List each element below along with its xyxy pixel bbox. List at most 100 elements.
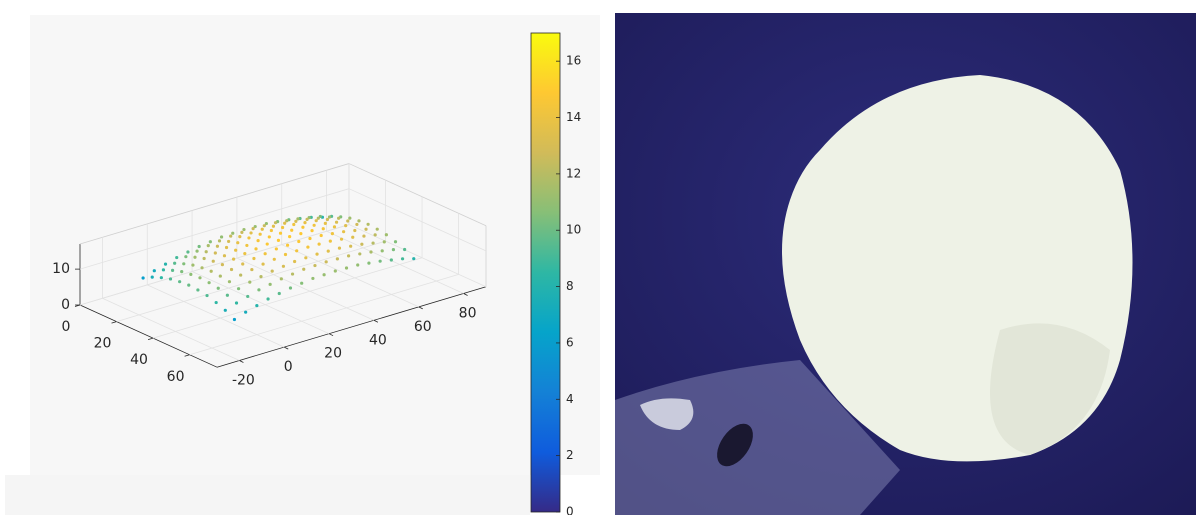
data-point xyxy=(232,258,235,261)
y-tick-label: 0 xyxy=(62,319,71,335)
data-point xyxy=(296,217,299,220)
data-point xyxy=(266,297,269,300)
data-point xyxy=(278,292,281,295)
data-point xyxy=(355,223,358,226)
data-point xyxy=(322,227,325,230)
data-point xyxy=(208,281,211,284)
data-point xyxy=(326,218,329,221)
data-point xyxy=(403,248,406,251)
data-point xyxy=(299,232,302,235)
data-point xyxy=(340,238,343,241)
data-point xyxy=(214,251,217,254)
data-point xyxy=(274,221,277,224)
data-point xyxy=(315,252,318,255)
data-point xyxy=(304,256,307,259)
data-point xyxy=(182,262,185,265)
data-point xyxy=(224,309,227,312)
data-point xyxy=(235,301,238,304)
data-point xyxy=(285,219,288,222)
data-point xyxy=(266,242,269,245)
data-point xyxy=(189,273,192,276)
data-point xyxy=(342,230,345,233)
data-point xyxy=(311,277,314,280)
data-point xyxy=(292,223,295,226)
data-point xyxy=(219,274,222,277)
colorbar-tick-label: 0 xyxy=(566,505,574,515)
data-point xyxy=(279,232,282,235)
data-point xyxy=(200,266,203,269)
data-point xyxy=(303,221,306,224)
colorbar-tick-label: 4 xyxy=(566,392,574,406)
data-point xyxy=(290,229,293,232)
data-point xyxy=(209,240,212,243)
data-point xyxy=(358,252,361,255)
data-point xyxy=(246,295,249,298)
data-point xyxy=(241,262,244,265)
data-point xyxy=(269,283,272,286)
data-point xyxy=(390,258,393,261)
data-point xyxy=(196,288,199,291)
data-point xyxy=(327,250,330,253)
data-point xyxy=(193,256,196,259)
data-point xyxy=(297,240,300,243)
data-point xyxy=(226,294,229,297)
data-point xyxy=(205,250,208,253)
data-point xyxy=(217,287,220,290)
data-point xyxy=(320,234,323,237)
data-point xyxy=(349,245,352,248)
data-point xyxy=(238,235,241,238)
data-point xyxy=(210,270,213,273)
data-point xyxy=(225,246,228,249)
data-point xyxy=(289,286,292,289)
data-point xyxy=(237,287,240,290)
colorbar-gradient xyxy=(531,33,560,512)
data-point xyxy=(261,228,264,231)
data-point xyxy=(301,226,304,229)
data-point xyxy=(379,260,382,263)
data-point xyxy=(331,232,334,235)
data-point xyxy=(198,245,201,248)
data-point xyxy=(233,318,236,321)
data-point xyxy=(243,252,246,255)
figure: -200204060800204060010 0246810121416 xyxy=(0,0,1196,515)
data-point xyxy=(401,257,404,260)
data-point xyxy=(244,311,247,314)
x-tick-label: -20 xyxy=(232,372,255,388)
data-point xyxy=(173,262,176,265)
data-point xyxy=(263,224,266,227)
data-point xyxy=(275,247,278,250)
data-point xyxy=(277,239,280,242)
data-point xyxy=(376,228,379,231)
data-point xyxy=(300,282,303,285)
data-point xyxy=(369,250,372,253)
data-point xyxy=(323,273,326,276)
data-point xyxy=(234,249,237,252)
data-point xyxy=(160,276,163,279)
data-point xyxy=(284,253,287,256)
data-point xyxy=(255,304,258,307)
data-point xyxy=(216,245,219,248)
data-point xyxy=(250,268,253,271)
data-point xyxy=(229,234,232,237)
data-point xyxy=(259,233,262,236)
data-point xyxy=(180,270,183,273)
data-point xyxy=(325,260,328,263)
data-point xyxy=(205,294,208,297)
data-point xyxy=(273,258,276,261)
x-tick-label: 0 xyxy=(284,359,293,375)
data-point xyxy=(169,277,172,280)
data-point xyxy=(357,219,360,222)
panel-base xyxy=(5,475,530,515)
data-point xyxy=(249,231,252,234)
data-point xyxy=(240,231,243,234)
data-point xyxy=(338,247,341,250)
data-point xyxy=(261,262,264,265)
data-point xyxy=(231,232,234,235)
data-point xyxy=(247,236,250,239)
data-point xyxy=(351,236,354,239)
data-point xyxy=(308,237,311,240)
z-tick-label: 0 xyxy=(61,297,70,313)
data-point xyxy=(270,229,273,232)
data-point xyxy=(317,217,320,220)
data-point xyxy=(281,226,284,229)
